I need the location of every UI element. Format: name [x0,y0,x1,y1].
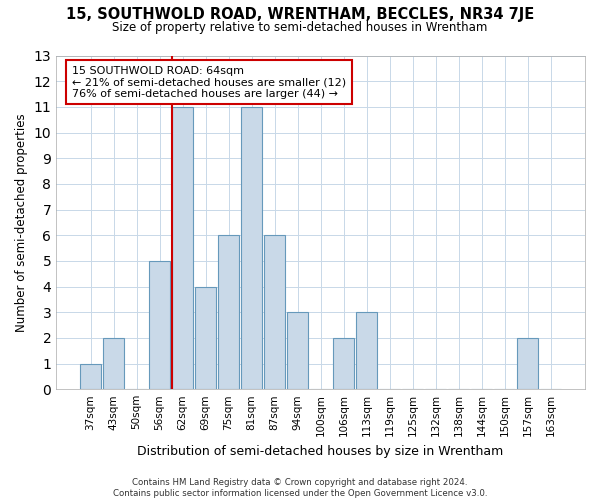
Bar [195,286,216,389]
Y-axis label: Number of semi-detached properties: Number of semi-detached properties [15,113,28,332]
Text: Contains HM Land Registry data © Crown copyright and database right 2024.
Contai: Contains HM Land Registry data © Crown c… [113,478,487,498]
Bar [356,312,377,389]
Bar [218,235,239,389]
Bar [80,364,101,389]
Bar [103,338,124,389]
Bar [287,312,308,389]
Text: 15, SOUTHWOLD ROAD, WRENTHAM, BECCLES, NR34 7JE: 15, SOUTHWOLD ROAD, WRENTHAM, BECCLES, N… [66,8,534,22]
Bar [172,107,193,389]
Bar [264,235,285,389]
Text: 15 SOUTHWOLD ROAD: 64sqm
← 21% of semi-detached houses are smaller (12)
76% of s: 15 SOUTHWOLD ROAD: 64sqm ← 21% of semi-d… [72,66,346,98]
Text: Size of property relative to semi-detached houses in Wrentham: Size of property relative to semi-detach… [112,21,488,34]
Bar [333,338,354,389]
Bar [517,338,538,389]
Bar [241,107,262,389]
X-axis label: Distribution of semi-detached houses by size in Wrentham: Distribution of semi-detached houses by … [137,444,504,458]
Bar [149,261,170,389]
